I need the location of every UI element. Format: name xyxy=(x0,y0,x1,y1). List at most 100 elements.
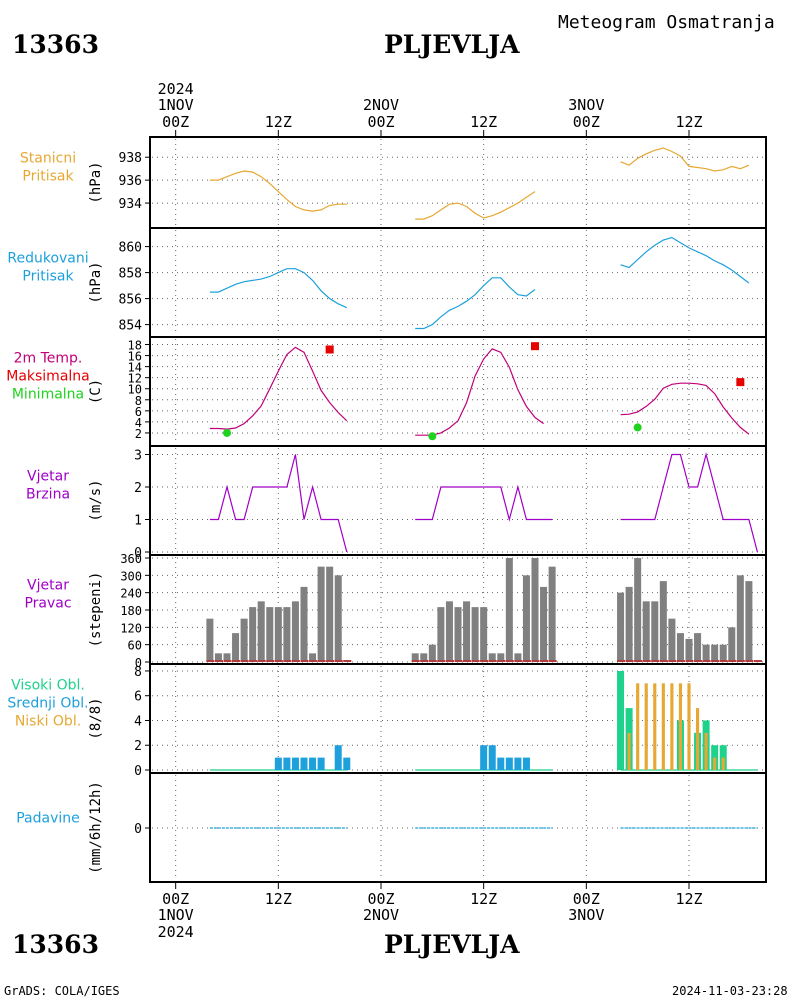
wind-dir-bar xyxy=(214,653,222,662)
top-axis-hour: 12Z xyxy=(470,113,497,131)
top-axis-hour: 00Z xyxy=(367,113,394,131)
wind-dir-base xyxy=(274,660,283,662)
wind-dir-base xyxy=(291,660,300,662)
y-tick-label: 240 xyxy=(120,587,142,601)
header-station-id: 13363 xyxy=(12,30,99,59)
y-tick-label: 8 xyxy=(135,394,142,408)
wind-dir-base xyxy=(437,660,446,662)
wind-dir-bar xyxy=(428,644,436,662)
panel-label: Stanicni xyxy=(20,151,76,167)
cloud-low-bar xyxy=(627,732,631,770)
cloud-mid-bar xyxy=(283,757,291,770)
panel-label: Visoki Obl. xyxy=(11,678,85,694)
cloud-low-bar xyxy=(644,683,648,770)
reduced-pressure-line xyxy=(620,236,750,284)
wind-dir-base xyxy=(300,660,309,662)
wind-dir-bar xyxy=(437,607,445,662)
cloud-mid-bar xyxy=(343,757,351,770)
wind-dir-base xyxy=(497,660,506,662)
cloud-low-bar xyxy=(687,683,691,770)
cloud-low-bar xyxy=(713,757,717,770)
y-tick-label: 4 xyxy=(134,714,142,729)
wind-dir-base xyxy=(659,660,668,662)
temp-min-marker xyxy=(428,432,437,441)
wind-dir-bar xyxy=(531,558,539,662)
y-tick-label: 2 xyxy=(134,481,142,496)
wind-dir-base xyxy=(257,660,266,662)
wind-dir-base xyxy=(334,660,343,662)
wind-dir-base xyxy=(736,660,745,662)
y-tick-label: 0 xyxy=(134,822,142,837)
y-tick-label: 1 xyxy=(134,514,142,529)
wind-dir-base xyxy=(266,660,275,662)
wind-dir-base xyxy=(283,660,292,662)
wind-dir-bar xyxy=(300,586,308,662)
wind-dir-bar xyxy=(668,618,676,662)
cloud-mid-bar xyxy=(300,757,308,770)
temperature-line xyxy=(415,348,544,436)
wind-dir-bar xyxy=(488,653,496,662)
wind-dir-base xyxy=(642,660,651,662)
y-axis-unit: (stepeni) xyxy=(88,572,104,648)
y-tick-label: 3 xyxy=(134,449,142,464)
panel-precip: 0 (mm/6h/12h) Padavine xyxy=(16,772,766,880)
wind-dir-base xyxy=(249,660,258,662)
top-axis-hour: 00Z xyxy=(573,113,600,131)
wind-dir-bar xyxy=(736,575,744,662)
wind-dir-base xyxy=(522,660,531,662)
wind-dir-base xyxy=(326,660,335,662)
cloud-mid-bar xyxy=(291,757,299,770)
wind-dir-base xyxy=(540,660,549,662)
wind-dir-bar xyxy=(505,558,513,662)
wind-dir-bar xyxy=(634,558,642,662)
wind-dir-base xyxy=(428,660,437,662)
panel-wind_speed: 0 1 2 3 (m/s) Vjetar Brzina xyxy=(26,445,766,561)
station-pressure-line xyxy=(209,170,347,212)
wind-speed-line xyxy=(209,454,348,553)
wind-dir-base xyxy=(694,660,703,662)
cloud-low-bar xyxy=(678,683,683,770)
wind-dir-bar xyxy=(445,601,453,662)
reduced-pressure-line xyxy=(209,268,348,309)
y-tick-label: 2 xyxy=(135,427,142,441)
wind-dir-bar xyxy=(694,633,702,662)
wind-dir-bar xyxy=(480,607,488,662)
wind-dir-bar xyxy=(411,653,419,662)
y-tick-label: 860 xyxy=(119,241,142,256)
wind-dir-base xyxy=(702,660,711,662)
panel-label: Maksimalna xyxy=(6,369,90,385)
y-tick-label: 18 xyxy=(128,339,142,353)
wind-dir-base xyxy=(548,660,557,662)
wind-dir-bar xyxy=(326,566,334,662)
footer-station-id: 13363 xyxy=(12,930,99,959)
bottom-axis-hour: 12Z xyxy=(470,890,497,908)
panel-label: Pritisak xyxy=(22,169,74,185)
wind-dir-base xyxy=(411,660,420,662)
wind-dir-bar xyxy=(711,644,719,662)
y-tick-label: 14 xyxy=(128,361,142,375)
y-axis-unit: (8/8) xyxy=(88,697,104,739)
wind-dir-base xyxy=(711,660,720,662)
cloud-low-bar xyxy=(661,683,665,770)
y-tick-label: 0 xyxy=(134,546,142,561)
y-tick-label: 0 xyxy=(135,656,142,670)
wind-dir-bar xyxy=(514,653,522,662)
bottom-axis-hour: 00Z xyxy=(573,890,600,908)
cloud-mid-bar xyxy=(488,745,496,770)
bottom-axis-hour: 12Z xyxy=(265,890,292,908)
panel-label: 2m Temp. xyxy=(14,351,83,367)
wind-dir-base xyxy=(463,660,472,662)
temp-max-marker xyxy=(736,378,745,387)
y-axis-unit: (C) xyxy=(88,379,104,404)
cloud-mid-bar xyxy=(497,757,505,770)
cloud-low-bar xyxy=(704,732,708,770)
wind-dir-bar xyxy=(334,575,342,662)
wind-dir-bar xyxy=(728,627,736,662)
wind-dir-base xyxy=(471,660,480,662)
wind-dir-base xyxy=(685,660,694,662)
y-axis-unit: (mm/6h/12h) xyxy=(88,781,104,874)
cloud-low-bar xyxy=(670,683,674,770)
wind-dir-base xyxy=(420,660,429,662)
y-axis-unit: (hPa) xyxy=(88,161,104,203)
